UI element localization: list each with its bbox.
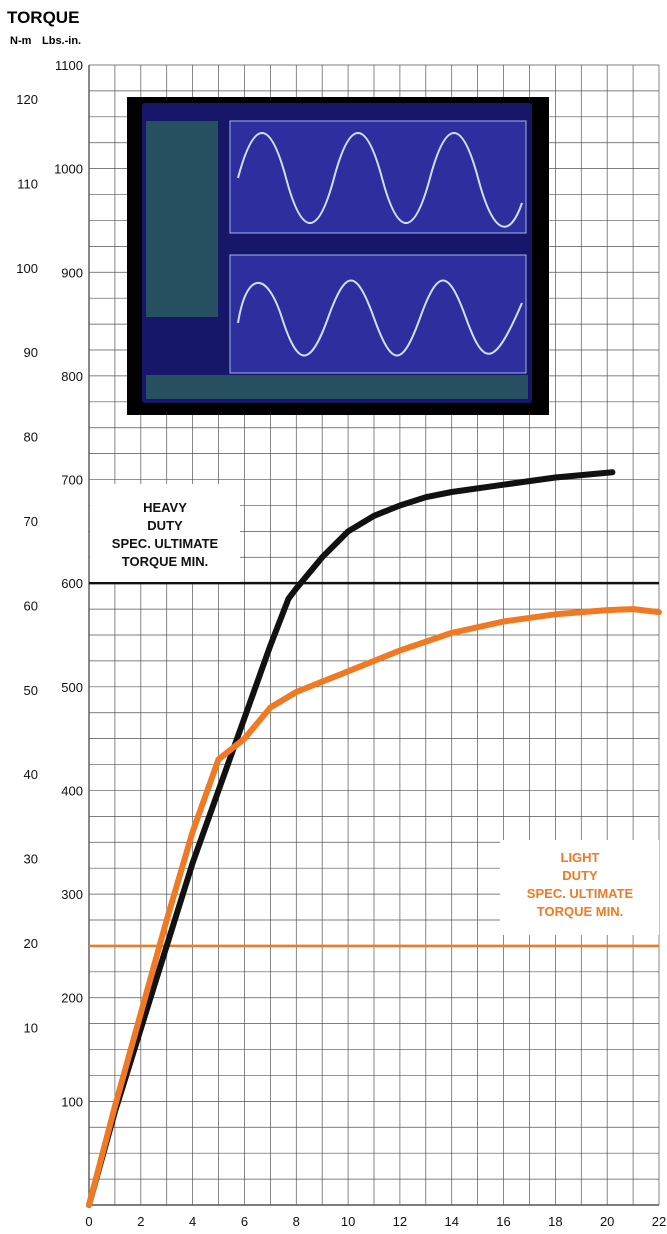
waveform-screen xyxy=(142,103,532,403)
x-tick-label: 16 xyxy=(496,1214,510,1229)
spec-note-line: TORQUE MIN. xyxy=(122,554,208,569)
y-tick-label-lbs: 500 xyxy=(61,680,83,695)
y-tick-label-nm: 80 xyxy=(24,430,38,445)
y-tick-label-nm: 40 xyxy=(24,767,38,782)
y-tick-label-nm: 100 xyxy=(16,261,38,276)
y-tick-label-nm: 60 xyxy=(24,598,38,613)
x-tick-label: 14 xyxy=(444,1214,458,1229)
spec-note-line: SPEC. ULTIMATE xyxy=(112,536,219,551)
x-tick-label: 12 xyxy=(393,1214,407,1229)
chart-title: TORQUE xyxy=(7,8,79,27)
reference-lines xyxy=(89,581,659,948)
y-tick-label-nm: 20 xyxy=(24,936,38,951)
unit-nm: N-m xyxy=(10,35,32,47)
y-tick-label-nm: 90 xyxy=(24,345,38,360)
spec-note-line: HEAVY xyxy=(143,500,187,515)
series-line xyxy=(86,469,616,1208)
spec-note-line: DUTY xyxy=(562,868,598,883)
y-tick-label-nm: 70 xyxy=(24,514,38,529)
x-tick-label: 0 xyxy=(85,1214,92,1229)
y-tick-label-nm: 110 xyxy=(17,176,38,191)
y-tick-label-lbs: 900 xyxy=(61,265,83,280)
spec-note-line: TORQUE MIN. xyxy=(537,904,623,919)
y-tick-labels-nm: 120 110 100 90 80 70 60 50 40 30 20 10 xyxy=(16,92,38,1035)
spec-note-line: LIGHT xyxy=(561,850,600,865)
x-tick-label: 8 xyxy=(293,1214,300,1229)
y-tick-label-lbs: 600 xyxy=(61,576,83,591)
y-tick-label-lbs: 300 xyxy=(61,887,83,902)
spec-note-line: SPEC. ULTIMATE xyxy=(527,886,634,901)
x-tick-label: 20 xyxy=(600,1214,614,1229)
x-tick-label: 4 xyxy=(189,1214,196,1229)
y-tick-label-lbs: 1000 xyxy=(54,162,83,177)
y-tick-labels-lbs: 100 200 300 400 500 600 700 800 900 1000 1100 xyxy=(54,58,83,1109)
x-tick-label: 10 xyxy=(341,1214,355,1229)
x-tick-label: 22 xyxy=(652,1214,666,1229)
x-tick-labels: 0 2 4 6 8 10 12 14 16 18 20 22 xyxy=(85,1214,666,1229)
reference-notes: HEAVY DUTY SPEC. ULTIMATE TORQUE MIN. LIGHT D… xyxy=(90,484,659,935)
y-tick-label-lbs: 700 xyxy=(61,473,83,488)
series-lines xyxy=(86,469,662,1208)
x-tick-label: 2 xyxy=(137,1214,144,1229)
note-background xyxy=(500,840,659,935)
series-line xyxy=(86,606,662,1208)
x-tick-label: 6 xyxy=(241,1214,248,1229)
y-tick-label-nm: 120 xyxy=(16,92,38,107)
spec-note-line: DUTY xyxy=(147,518,183,533)
y-tick-label-nm: 30 xyxy=(24,852,38,867)
y-tick-label-lbs: 1100 xyxy=(55,58,83,73)
y-tick-label-lbs: 100 xyxy=(61,1094,83,1109)
y-tick-label-lbs: 200 xyxy=(61,991,83,1006)
oscilloscope-screen-photo xyxy=(127,97,549,415)
note-background xyxy=(90,484,240,582)
unit-lbs-in: Lbs.-in. xyxy=(42,35,81,47)
y-tick-label-lbs: 400 xyxy=(61,783,83,798)
y-tick-label-lbs: 800 xyxy=(61,369,83,384)
x-tick-label: 18 xyxy=(548,1214,562,1229)
y-tick-label-nm: 50 xyxy=(24,683,38,698)
y-tick-label-nm: 10 xyxy=(24,1020,38,1035)
